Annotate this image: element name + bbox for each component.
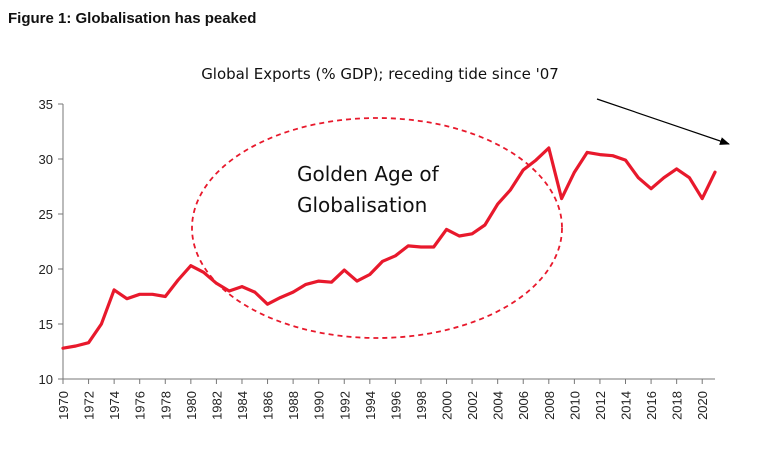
x-tick-label: 1994 xyxy=(363,391,378,420)
chart-title: Global Exports (% GDP); receding tide si… xyxy=(201,65,559,83)
data-point xyxy=(394,254,397,258)
series-line xyxy=(61,146,717,350)
y-tick-label: 25 xyxy=(39,207,53,222)
data-point xyxy=(74,344,78,348)
data-point xyxy=(483,223,487,227)
data-point xyxy=(317,279,320,283)
data-point xyxy=(573,170,576,174)
x-tick-label: 1974 xyxy=(107,391,122,420)
data-point xyxy=(151,293,154,296)
axes: 10 15 20 25 30 35 1970 1972 1974 1976 1978 1980 1982… xyxy=(39,97,715,420)
data-point xyxy=(342,268,346,272)
data-point xyxy=(189,264,193,268)
x-tick-label: 2016 xyxy=(644,391,659,420)
x-tick-label: 2006 xyxy=(516,391,531,420)
data-point xyxy=(662,176,666,179)
x-tick-label: 1996 xyxy=(388,391,403,420)
x-tick-label: 2002 xyxy=(465,391,480,420)
x-tick-label: 1998 xyxy=(414,391,429,420)
x-tick-label: 1992 xyxy=(337,391,352,420)
trend-arrow xyxy=(596,98,730,145)
y-tick-label: 30 xyxy=(39,152,53,167)
x-tick-label: 2014 xyxy=(619,391,634,420)
data-point xyxy=(355,279,359,283)
golden-age-ellipse xyxy=(191,117,563,339)
data-point xyxy=(163,295,167,298)
annotation-line-1: Golden Age of xyxy=(297,162,440,186)
data-point xyxy=(521,168,525,172)
data-point xyxy=(61,346,65,350)
data-point xyxy=(330,280,333,284)
annotation: Golden Age of Globalisation xyxy=(297,162,440,217)
y-tick-label: 15 xyxy=(39,317,53,332)
data-point xyxy=(227,289,231,293)
data-point xyxy=(534,158,538,162)
y-tick-label: 20 xyxy=(39,262,53,277)
data-point xyxy=(202,271,205,274)
data-point xyxy=(253,290,257,294)
x-tick-label: 1984 xyxy=(235,391,250,420)
y-tick-label: 10 xyxy=(39,372,53,387)
data-point xyxy=(624,158,627,162)
data-point xyxy=(649,187,653,190)
data-point xyxy=(406,244,410,248)
data-point xyxy=(125,297,129,301)
data-point xyxy=(240,285,244,288)
x-tick-label: 2018 xyxy=(670,391,685,420)
x-tick-label: 1976 xyxy=(133,391,148,420)
data-point xyxy=(675,167,678,171)
data-point xyxy=(381,260,384,263)
x-tick-label: 1970 xyxy=(56,391,71,420)
data-point xyxy=(368,273,372,276)
data-point xyxy=(713,170,717,174)
x-tick-label: 1972 xyxy=(82,391,97,420)
data-point xyxy=(458,234,461,238)
x-tick-label: 1988 xyxy=(286,391,301,420)
x-tick-label: 2012 xyxy=(593,391,608,420)
x-tick-label: 1980 xyxy=(184,391,199,420)
figure-label: Figure 1: Globalisation has peaked xyxy=(8,10,257,27)
series-layer xyxy=(61,146,717,350)
data-point xyxy=(291,290,295,294)
annotation-line-2: Globalisation xyxy=(297,193,427,217)
data-point xyxy=(496,202,499,206)
data-point xyxy=(100,322,103,326)
data-point xyxy=(87,341,90,345)
data-point xyxy=(611,154,615,157)
data-point xyxy=(509,188,512,192)
data-point xyxy=(176,278,180,282)
data-point xyxy=(445,228,448,231)
data-point xyxy=(138,293,142,296)
data-point xyxy=(688,176,691,179)
data-point xyxy=(636,176,640,179)
x-tick-label: 2000 xyxy=(440,391,455,420)
x-tick-label: 1990 xyxy=(312,391,327,420)
data-point xyxy=(279,296,282,299)
x-tick-label: 2010 xyxy=(567,391,582,420)
data-point xyxy=(432,245,436,249)
data-point xyxy=(470,232,474,236)
data-point xyxy=(266,302,269,306)
data-point xyxy=(547,146,551,150)
x-tick-label: 1986 xyxy=(261,391,276,420)
data-point xyxy=(585,151,589,154)
x-tick-label: 2004 xyxy=(491,391,506,420)
data-point xyxy=(215,282,218,285)
data-point xyxy=(419,245,423,249)
data-point xyxy=(304,283,308,286)
y-tick-label: 35 xyxy=(39,97,53,112)
data-point xyxy=(598,153,602,156)
data-point xyxy=(700,197,704,200)
x-tick-label: 2020 xyxy=(695,391,710,420)
x-tick-label: 1982 xyxy=(209,391,224,420)
data-point xyxy=(560,197,563,200)
data-point xyxy=(112,288,116,292)
x-tick-label: 1978 xyxy=(158,391,173,420)
x-tick-label: 2008 xyxy=(542,391,557,420)
